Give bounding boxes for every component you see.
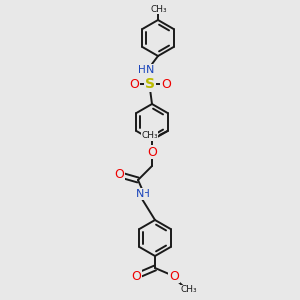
- Text: CH₃: CH₃: [181, 286, 197, 295]
- Text: CH₃: CH₃: [141, 131, 158, 140]
- Text: CH₃: CH₃: [151, 4, 167, 14]
- Text: N: N: [136, 189, 144, 199]
- Text: O: O: [129, 77, 139, 91]
- Text: N: N: [146, 65, 154, 75]
- Text: S: S: [145, 77, 155, 91]
- Text: O: O: [114, 167, 124, 181]
- Text: O: O: [169, 269, 179, 283]
- Text: O: O: [131, 269, 141, 283]
- Text: O: O: [147, 146, 157, 158]
- Text: O: O: [161, 77, 171, 91]
- Text: H: H: [142, 189, 150, 199]
- Text: H: H: [138, 65, 146, 75]
